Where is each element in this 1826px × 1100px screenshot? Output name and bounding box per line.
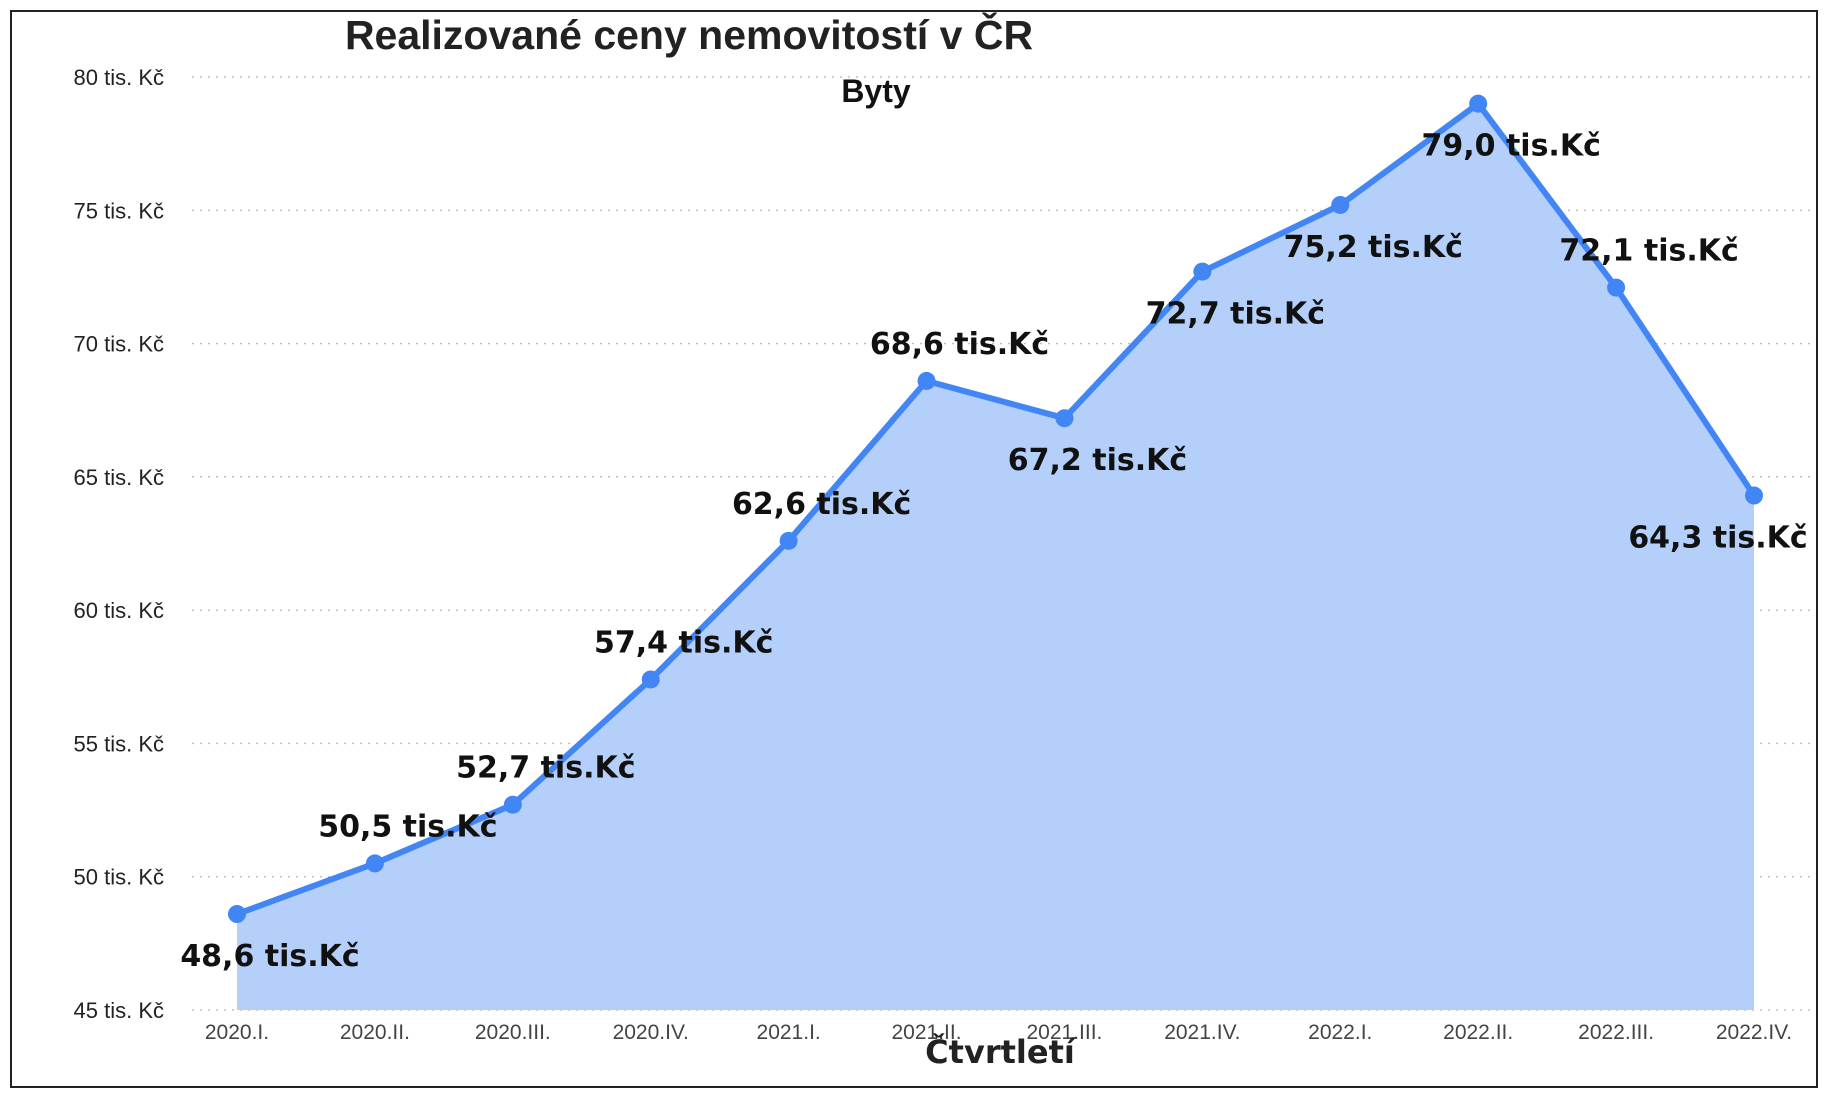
- x-tick-label: 2022.II.: [1443, 1021, 1513, 1044]
- data-label: 67,2 tis.Kč: [1008, 443, 1187, 478]
- y-tick-label: 55 tis. Kč: [74, 731, 164, 756]
- y-tick-label: 75 tis. Kč: [74, 198, 164, 223]
- chart-subtitle: Byty: [841, 73, 911, 109]
- y-tick-label: 65 tis. Kč: [74, 465, 164, 490]
- y-tick-label: 50 tis. Kč: [74, 865, 164, 890]
- chart-frame: 45 tis. Kč 50 tis. Kč 55 tis. Kč 60 tis. Kč…: [10, 10, 1818, 1088]
- data-labels: 48,6 tis.Kč 50,5 tis.Kč 52,7 tis.Kč 57,4 ti…: [180, 129, 1807, 974]
- x-tick-label: 2020.III.: [475, 1021, 551, 1044]
- data-point: [365, 854, 384, 873]
- data-point: [1331, 195, 1350, 214]
- area-fill: [237, 103, 1754, 1010]
- data-label: 50,5 tis.Kč: [318, 809, 497, 844]
- x-tick-label: 2021.IV.: [1164, 1021, 1240, 1044]
- x-tick-label: 2020.IV.: [613, 1021, 689, 1044]
- line-area-chart: 45 tis. Kč 50 tis. Kč 55 tis. Kč 60 tis. Kč…: [74, 12, 1810, 1071]
- series-line: [235, 100, 1757, 917]
- x-tick-label: 2021.I.: [757, 1021, 821, 1044]
- chart-title: Realizované ceny nemovitostí v ČR: [345, 12, 1033, 58]
- y-tick-label: 80 tis. Kč: [74, 65, 164, 90]
- data-point: [503, 795, 522, 814]
- y-axis-ticks: 45 tis. Kč 50 tis. Kč 55 tis. Kč 60 tis. Kč…: [74, 65, 164, 1023]
- data-label: 52,7 tis.Kč: [456, 751, 635, 786]
- data-label: 75,2 tis.Kč: [1284, 230, 1463, 265]
- x-axis-ticks: 2020.I. 2020.II. 2020.III. 2020.IV. 2021.I. 2…: [205, 1021, 1792, 1044]
- data-label: 68,6 tis.Kč: [870, 327, 1049, 362]
- data-markers: [228, 94, 1763, 924]
- data-point: [1055, 409, 1074, 428]
- data-label: 62,6 tis.Kč: [732, 487, 911, 522]
- x-axis-label: Čtvrtletí: [925, 1032, 1077, 1071]
- data-label: 64,3 tis.Kč: [1628, 521, 1807, 556]
- data-label: 79,0 tis.Kč: [1421, 129, 1600, 164]
- y-tick-label: 45 tis. Kč: [74, 998, 164, 1023]
- x-tick-label: 2020.II.: [340, 1021, 410, 1044]
- data-label: 72,1 tis.Kč: [1559, 234, 1738, 269]
- data-label: 57,4 tis.Kč: [594, 625, 773, 660]
- x-tick-label: 2021.II.: [892, 1021, 962, 1044]
- data-label: 48,6 tis.Kč: [180, 939, 359, 974]
- data-point: [228, 905, 246, 924]
- data-point: [917, 371, 936, 390]
- x-tick-label: 2020.I.: [205, 1021, 269, 1044]
- x-tick-label: 2022.I.: [1308, 1021, 1372, 1044]
- x-tick-label: 2022.IV.: [1716, 1021, 1792, 1044]
- data-point: [779, 531, 798, 550]
- data-point: [1745, 486, 1763, 505]
- data-point: [1193, 262, 1212, 281]
- data-label: 72,7 tis.Kč: [1146, 297, 1325, 332]
- data-point: [1607, 278, 1626, 297]
- data-point: [1469, 94, 1488, 113]
- data-point: [641, 670, 660, 689]
- x-tick-label: 2021.III.: [1027, 1021, 1103, 1044]
- y-tick-label: 70 tis. Kč: [74, 332, 164, 357]
- y-tick-label: 60 tis. Kč: [74, 598, 164, 623]
- x-tick-label: 2022.III.: [1578, 1021, 1654, 1044]
